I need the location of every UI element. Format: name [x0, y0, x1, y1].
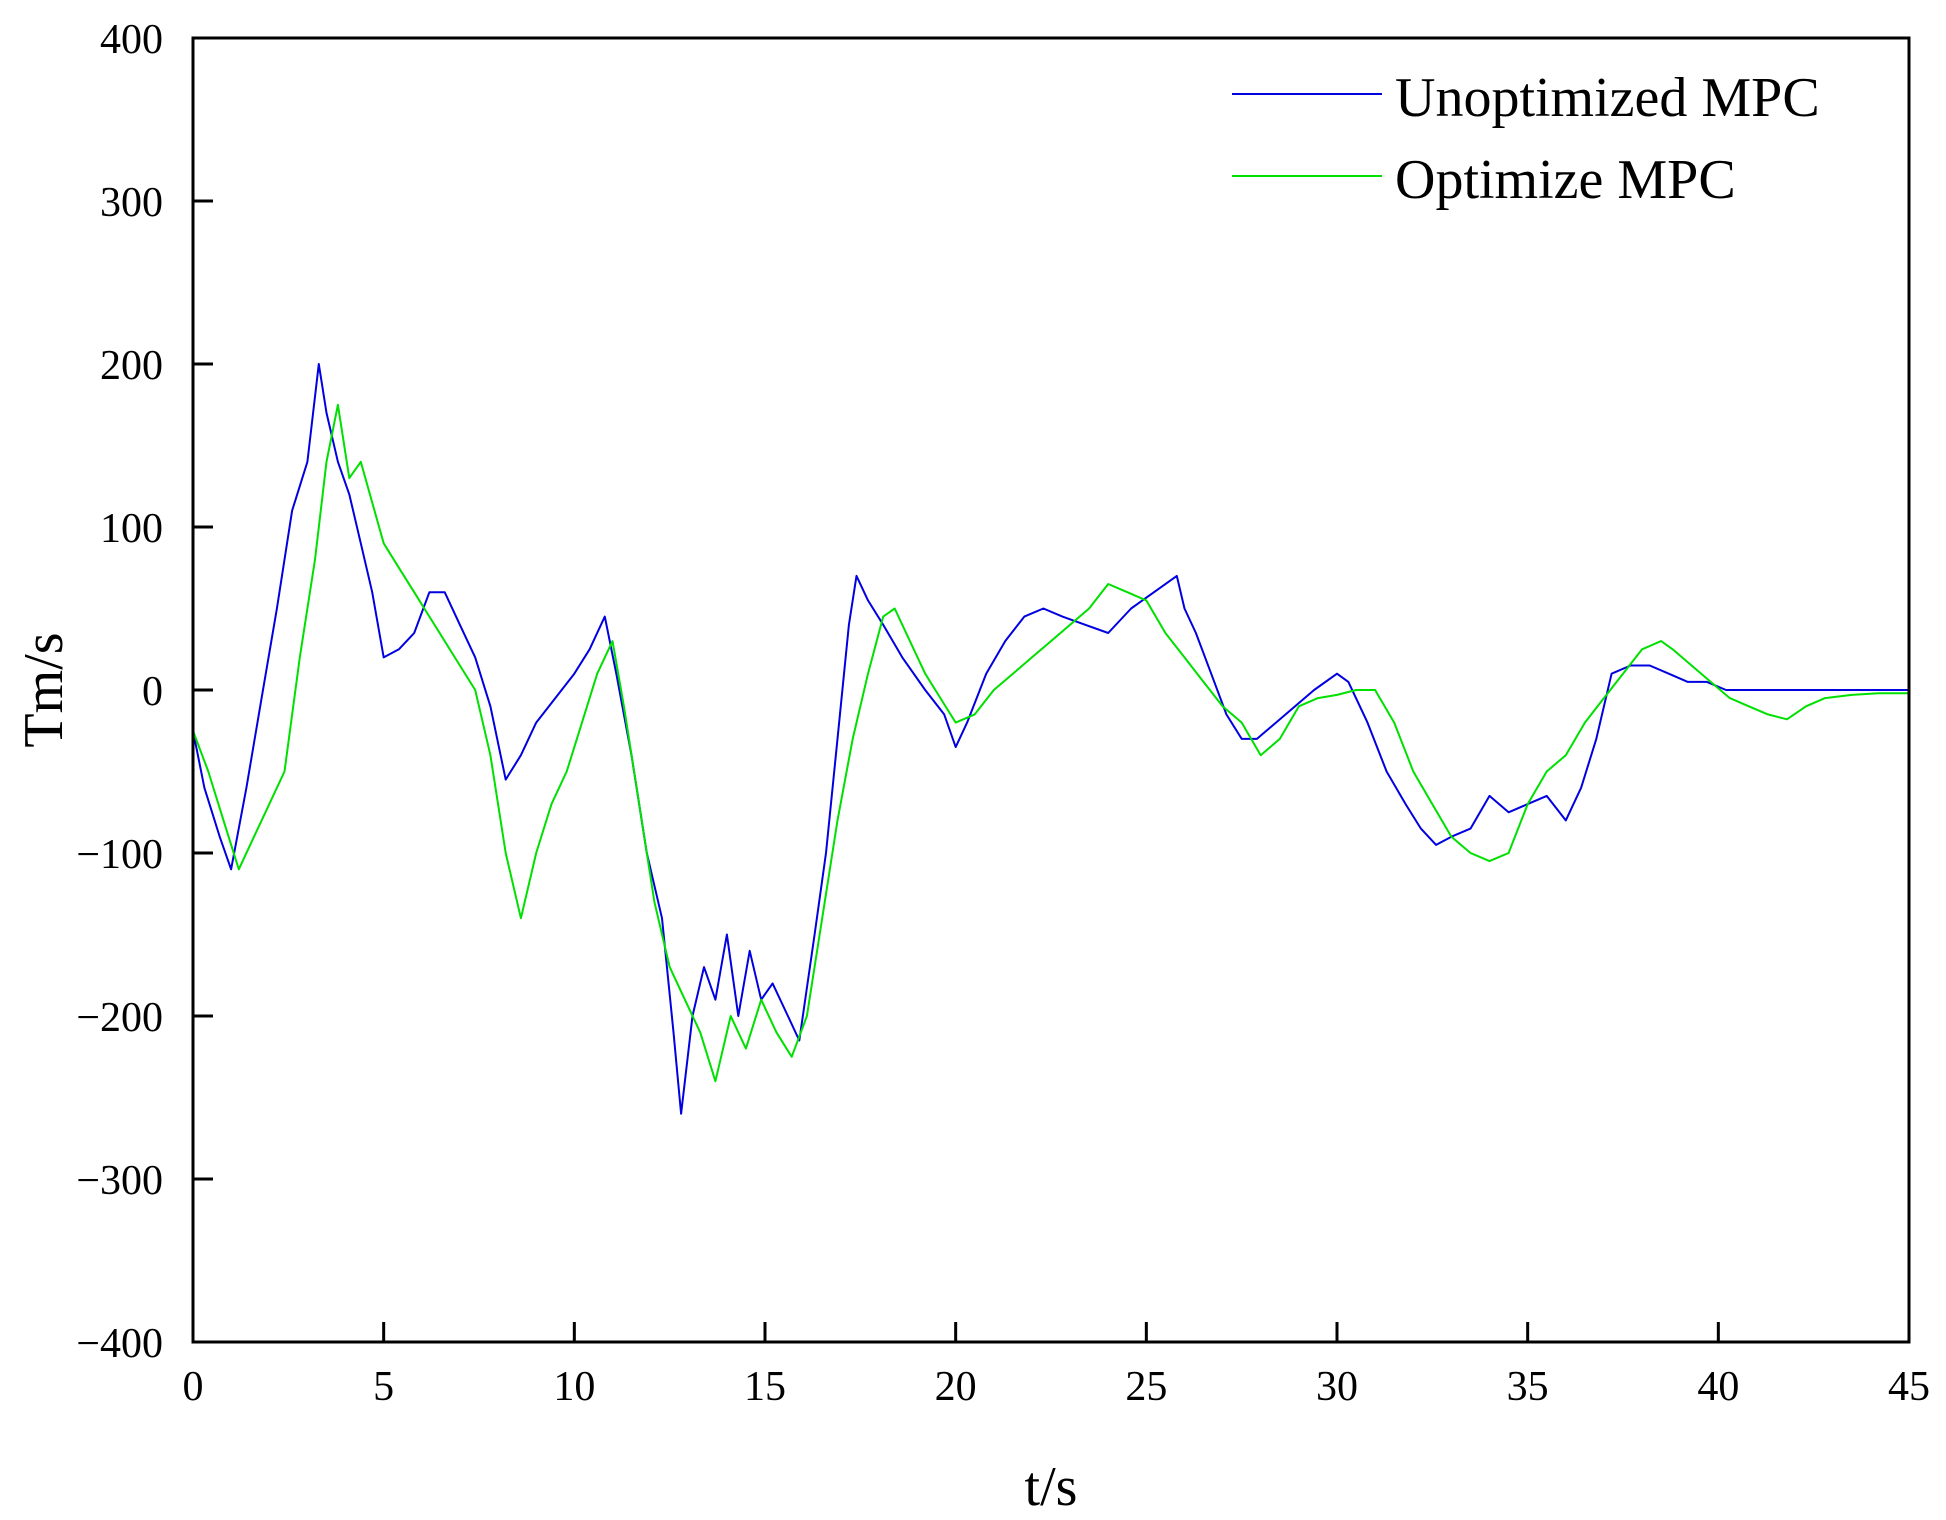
legend: Unoptimized MPC Optimize MPC [1232, 67, 1820, 211]
legend-label-optimize-mpc: Optimize MPC [1395, 149, 1736, 211]
series-line-unoptimized-mpc [192, 363, 1909, 1115]
x-tick-label: 40 [1697, 1364, 1739, 1410]
x-tick-label: 45 [1888, 1364, 1930, 1410]
x-tick-label: 5 [373, 1364, 394, 1410]
y-tick-label: 300 [100, 180, 163, 226]
y-tick-label: −200 [76, 995, 163, 1041]
y-tick-label: −100 [76, 832, 163, 878]
series-layer [192, 363, 1909, 1115]
plot-frame [191, 36, 1911, 1344]
y-axis-title: Tm/s [13, 632, 75, 747]
x-tick-label: 10 [553, 1364, 595, 1410]
series-line-optimize-mpc [192, 403, 1909, 1083]
x-tick-label: 30 [1316, 1364, 1358, 1410]
y-tick-label: 100 [100, 506, 163, 552]
y-tick-label: −400 [76, 1321, 163, 1367]
x-tick-label: 25 [1125, 1364, 1167, 1410]
x-tick-label: 0 [183, 1364, 204, 1410]
x-tick-label: 20 [935, 1364, 977, 1410]
tick-labels: 0 5 10 15 20 25 30 35 40 45 400 300 200 100 0 −100 −200 −… [76, 17, 1930, 1410]
y-tick-label: −300 [76, 1158, 163, 1204]
x-tick-label: 15 [744, 1364, 786, 1410]
legend-label-unoptimized-mpc: Unoptimized MPC [1395, 67, 1820, 129]
y-tick-label: 200 [100, 343, 163, 389]
x-tick-label: 35 [1507, 1364, 1549, 1410]
y-tick-label: 0 [142, 669, 163, 715]
ticks-layer [191, 36, 1911, 1344]
x-axis-title: t/s [1025, 1456, 1078, 1518]
y-tick-label: 400 [100, 17, 163, 63]
